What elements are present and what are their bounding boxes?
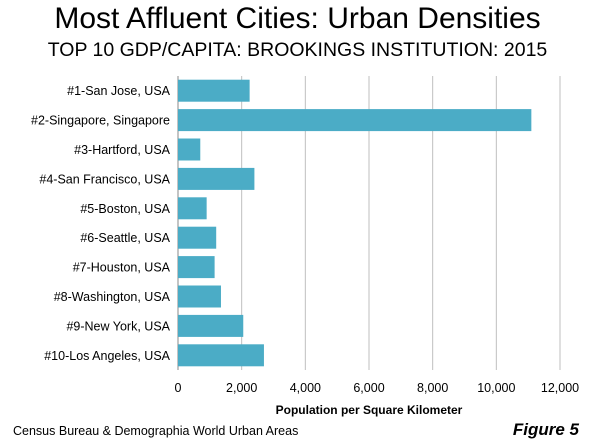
x-tick-label: 8,000: [417, 381, 448, 395]
category-label: #1-San Jose, USA: [67, 84, 170, 98]
x-tick-label: 10,000: [477, 381, 515, 395]
category-label: #8-Washington, USA: [54, 290, 171, 304]
bar: [178, 197, 207, 220]
category-label: #6-Seattle, USA: [80, 231, 170, 245]
source-note: Census Bureau & Demographia World Urban …: [13, 424, 299, 438]
bar: [178, 167, 255, 190]
bar: [178, 109, 532, 132]
bars: [178, 79, 532, 367]
category-label: #2-Singapore, Singapore: [31, 114, 170, 128]
x-axis-title: Population per Square Kilometer: [276, 403, 463, 417]
x-tick-label: 6,000: [353, 381, 384, 395]
category-labels: #1-San Jose, USA #2-Singapore, Singapore #…: [31, 84, 171, 363]
x-tick-label: 12,000: [541, 381, 579, 395]
x-tick-label: 4,000: [290, 381, 321, 395]
bar: [178, 79, 250, 102]
chart-subtitle: TOP 10 GDP/CAPITA: BROOKINGS INSTITUTION…: [47, 39, 548, 61]
figure-label: Figure 5: [512, 420, 579, 439]
x-tick-label: 2,000: [226, 381, 257, 395]
category-label: #10-Los Angeles, USA: [44, 349, 170, 363]
bar: [178, 226, 217, 249]
x-tick-labels: 0 2,000 4,000 6,000 8,000 10,000 12,000: [175, 381, 580, 395]
bar: [178, 314, 244, 337]
x-tick-label: 0: [175, 381, 182, 395]
category-label: #7-Houston, USA: [73, 261, 171, 275]
bar: [178, 285, 221, 308]
chart-title: Most Affluent Cities: Urban Densities: [54, 2, 541, 35]
bar: [178, 138, 201, 161]
category-label: #3-Hartford, USA: [74, 143, 171, 157]
bar: [178, 256, 215, 279]
category-label: #5-Boston, USA: [80, 202, 170, 216]
bar: [178, 344, 264, 367]
category-label: #9-New York, USA: [66, 319, 170, 333]
category-label: #4-San Francisco, USA: [39, 172, 170, 186]
